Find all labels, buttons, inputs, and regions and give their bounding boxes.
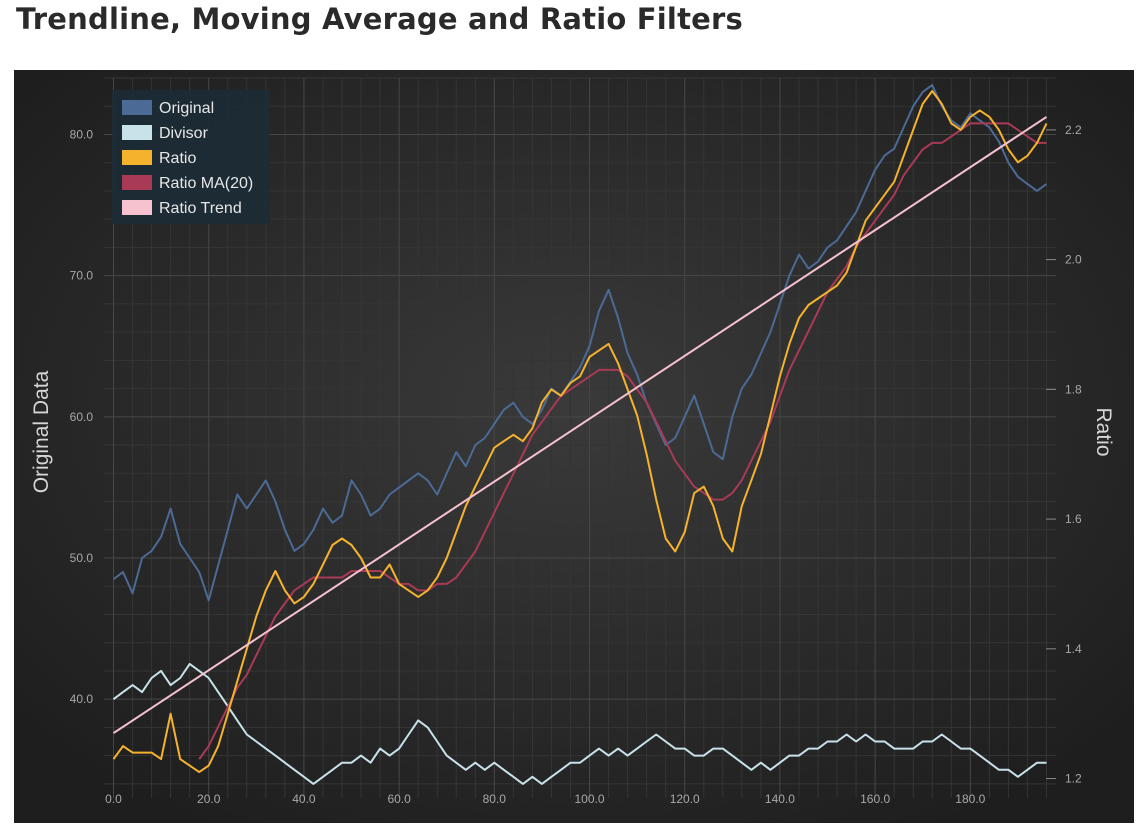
left-tick-label: 80.0 [70,127,94,141]
right-tick-label: 1.6 [1065,512,1082,526]
left-axis-title: Original Data [30,370,53,493]
x-tick-label: 140.0 [765,792,795,806]
left-axis-ticks: 40.0 50.0 60.0 70.0 80.0 [70,127,94,706]
series-line-divisor [112,662,1047,785]
x-tick-label: 100.0 [575,792,605,806]
series-line-ratio-trend [112,116,1048,734]
legend-swatch-ratio-ma-20 [122,175,152,190]
legend-label-divisor: Divisor [159,125,209,142]
series-layer [112,84,1048,785]
left-tick-label: 50.0 [70,551,94,565]
legend-label-ratio: Ratio [159,150,196,167]
right-tick-label: 2.0 [1065,253,1082,267]
series-line-ratio [112,90,1048,774]
series-line-ratio-ma-20 [198,122,1047,760]
x-tick-label: 20.0 [197,792,221,806]
left-tick-label: 70.0 [70,269,94,283]
x-axis-ticks: 0.0 20.0 40.0 60.0 80.0 100.0 120.0 140.0 160.0 1… [105,792,985,806]
left-tick-label: 40.0 [70,692,94,706]
x-tick-label: 120.0 [670,792,700,806]
legend[interactable]: Original Divisor Ratio Ratio MA(20) Ratio Tr… [112,90,270,224]
right-tick-label: 1.8 [1065,382,1082,396]
legend-swatch-ratio-trend [122,200,152,215]
right-tick-label: 1.4 [1065,642,1082,656]
x-tick-label: 80.0 [483,792,507,806]
right-axis-ticks: 1.2 1.4 1.6 1.8 2.0 2.2 [1046,123,1082,786]
chart-svg[interactable]: 0.0 20.0 40.0 60.0 80.0 100.0 120.0 140.0 160.0 1… [14,70,1134,823]
x-tick-label: 160.0 [860,792,890,806]
legend-label-ratio-trend: Ratio Trend [159,200,242,217]
x-tick-label: 60.0 [387,792,411,806]
legend-swatch-divisor [122,125,152,140]
x-tick-label: 180.0 [955,792,985,806]
page-title: Trendline, Moving Average and Ratio Filt… [16,2,743,36]
left-tick-label: 60.0 [70,410,94,424]
right-tick-label: 2.2 [1065,123,1082,137]
legend-swatch-ratio [122,150,152,165]
legend-label-original: Original [159,100,214,117]
right-axis-title: Ratio [1092,407,1115,456]
x-tick-label: 0.0 [105,792,122,806]
legend-label-ratio-ma-20: Ratio MA(20) [159,175,253,192]
right-tick-label: 1.2 [1065,772,1082,786]
legend-swatch-original [122,100,152,115]
x-tick-label: 40.0 [292,792,316,806]
series-line-original [112,84,1048,602]
chart-container[interactable]: 0.0 20.0 40.0 60.0 80.0 100.0 120.0 140.0 160.0 1… [14,70,1134,823]
